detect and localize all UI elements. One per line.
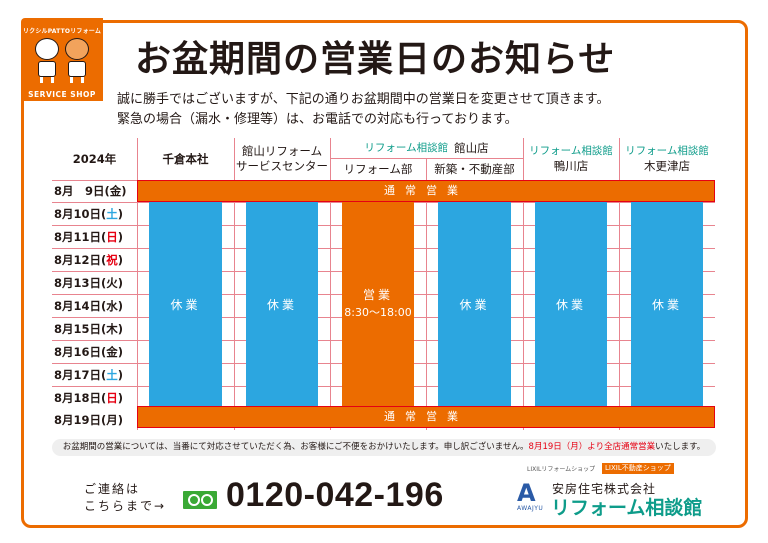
year-header: 2024年 [72, 151, 117, 166]
intro-line-1: 誠に勝手ではございますが、下記の通りお盆期間中の営業日を変更させて頂きます。 [117, 92, 610, 107]
badge-bottom-text: SERVICE SHOP [28, 90, 96, 99]
notice-bar: お盆期間の営業については、当番にて対応させていただく為、お客様にご不便をおかけい… [52, 439, 716, 456]
row-date-0819: 8月19日(月) [54, 413, 124, 427]
brand-name: リフォーム相談館 [551, 497, 703, 519]
open-block-reform-dept: 営業 8:30〜18:00 [342, 202, 414, 406]
closed-block-realestate-dept: 休業 [438, 202, 511, 406]
row-date-0809: 8月 9日(金) [54, 184, 127, 198]
mascot-characters [21, 38, 103, 88]
closed-block-kamogawa: 休業 [535, 202, 607, 406]
row-date-0813: 8月13日(火) [54, 276, 124, 290]
column-header-chikura: 千倉本社 [162, 151, 209, 166]
company-logos: LIXILリフォームショップ LIXIL不動産ショップ A AWAJYU 安房住… [517, 459, 717, 519]
contact-prompt: ご連絡は こちらまで→ [84, 482, 167, 513]
service-shop-badge: リクシルPATTOリフォーム SERVICE SHOP [21, 18, 103, 101]
row-date-0812: 8月12日(祝) [54, 253, 124, 267]
notice-highlight: 8月19日（月）より全店通常営業 [528, 442, 656, 452]
closed-block-chikura: 休業 [149, 202, 222, 406]
bird-mascot-icon [34, 38, 60, 86]
row-date-0811: 8月11日(日) [54, 230, 124, 244]
badge-top-text: リクシルPATTOリフォーム [22, 28, 102, 35]
row-date-0817: 8月17日(土) [54, 368, 124, 382]
lixil-reform-shop-logo: LIXILリフォームショップ [527, 466, 596, 473]
awajyu-logo-icon: A [517, 479, 536, 507]
column-header-realestate-dept: 新築・不動産部 [434, 161, 515, 176]
intro-line-2: 緊急の場合（漏水・修理等）は、お電話での対応も行っております。 [117, 112, 518, 127]
intro-text: 誠に勝手ではございますが、下記の通りお盆期間中の営業日を変更させて頂きます。 緊… [117, 90, 609, 130]
column-header-reform-dept: リフォーム部 [343, 161, 413, 176]
column-group-header-tateyama: リフォーム相談館 館山店 [364, 140, 489, 155]
row-date-0815: 8月15日(木) [54, 322, 124, 336]
normal-business-band-0809: 通常営業 [137, 180, 715, 202]
normal-business-band-0819: 通常営業 [137, 406, 715, 428]
lixil-realestate-shop-logo: LIXIL不動産ショップ [602, 463, 674, 474]
phone-number[interactable]: 0120-042-196 [226, 476, 444, 514]
column-header-tateyama-service: 館山リフォーム サービスセンター [236, 144, 328, 173]
column-header-kisarazu: リフォーム相談館 木更津店 [625, 145, 709, 173]
awajyu-logo-text: AWAJYU [517, 505, 544, 512]
freedial-icon [183, 491, 217, 509]
row-date-0816: 8月16日(金) [54, 345, 124, 359]
page-title: お盆期間の営業日のお知らせ [135, 39, 616, 80]
row-date-0814: 8月14日(水) [54, 299, 124, 313]
closed-block-tateyama-service: 休業 [246, 202, 318, 406]
company-name: 安房住宅株式会社 [552, 482, 657, 496]
frog-mascot-icon [64, 38, 90, 86]
closed-block-kisarazu: 休業 [631, 202, 703, 406]
row-date-0818: 8月18日(日) [54, 391, 124, 405]
column-header-kamogawa: リフォーム相談館 鴨川店 [529, 145, 613, 173]
schedule-table: 2024年 千倉本社 館山リフォーム サービスセンター リフォーム相談館 館山店… [52, 138, 715, 430]
row-date-0810: 8月10日(土) [54, 207, 124, 221]
